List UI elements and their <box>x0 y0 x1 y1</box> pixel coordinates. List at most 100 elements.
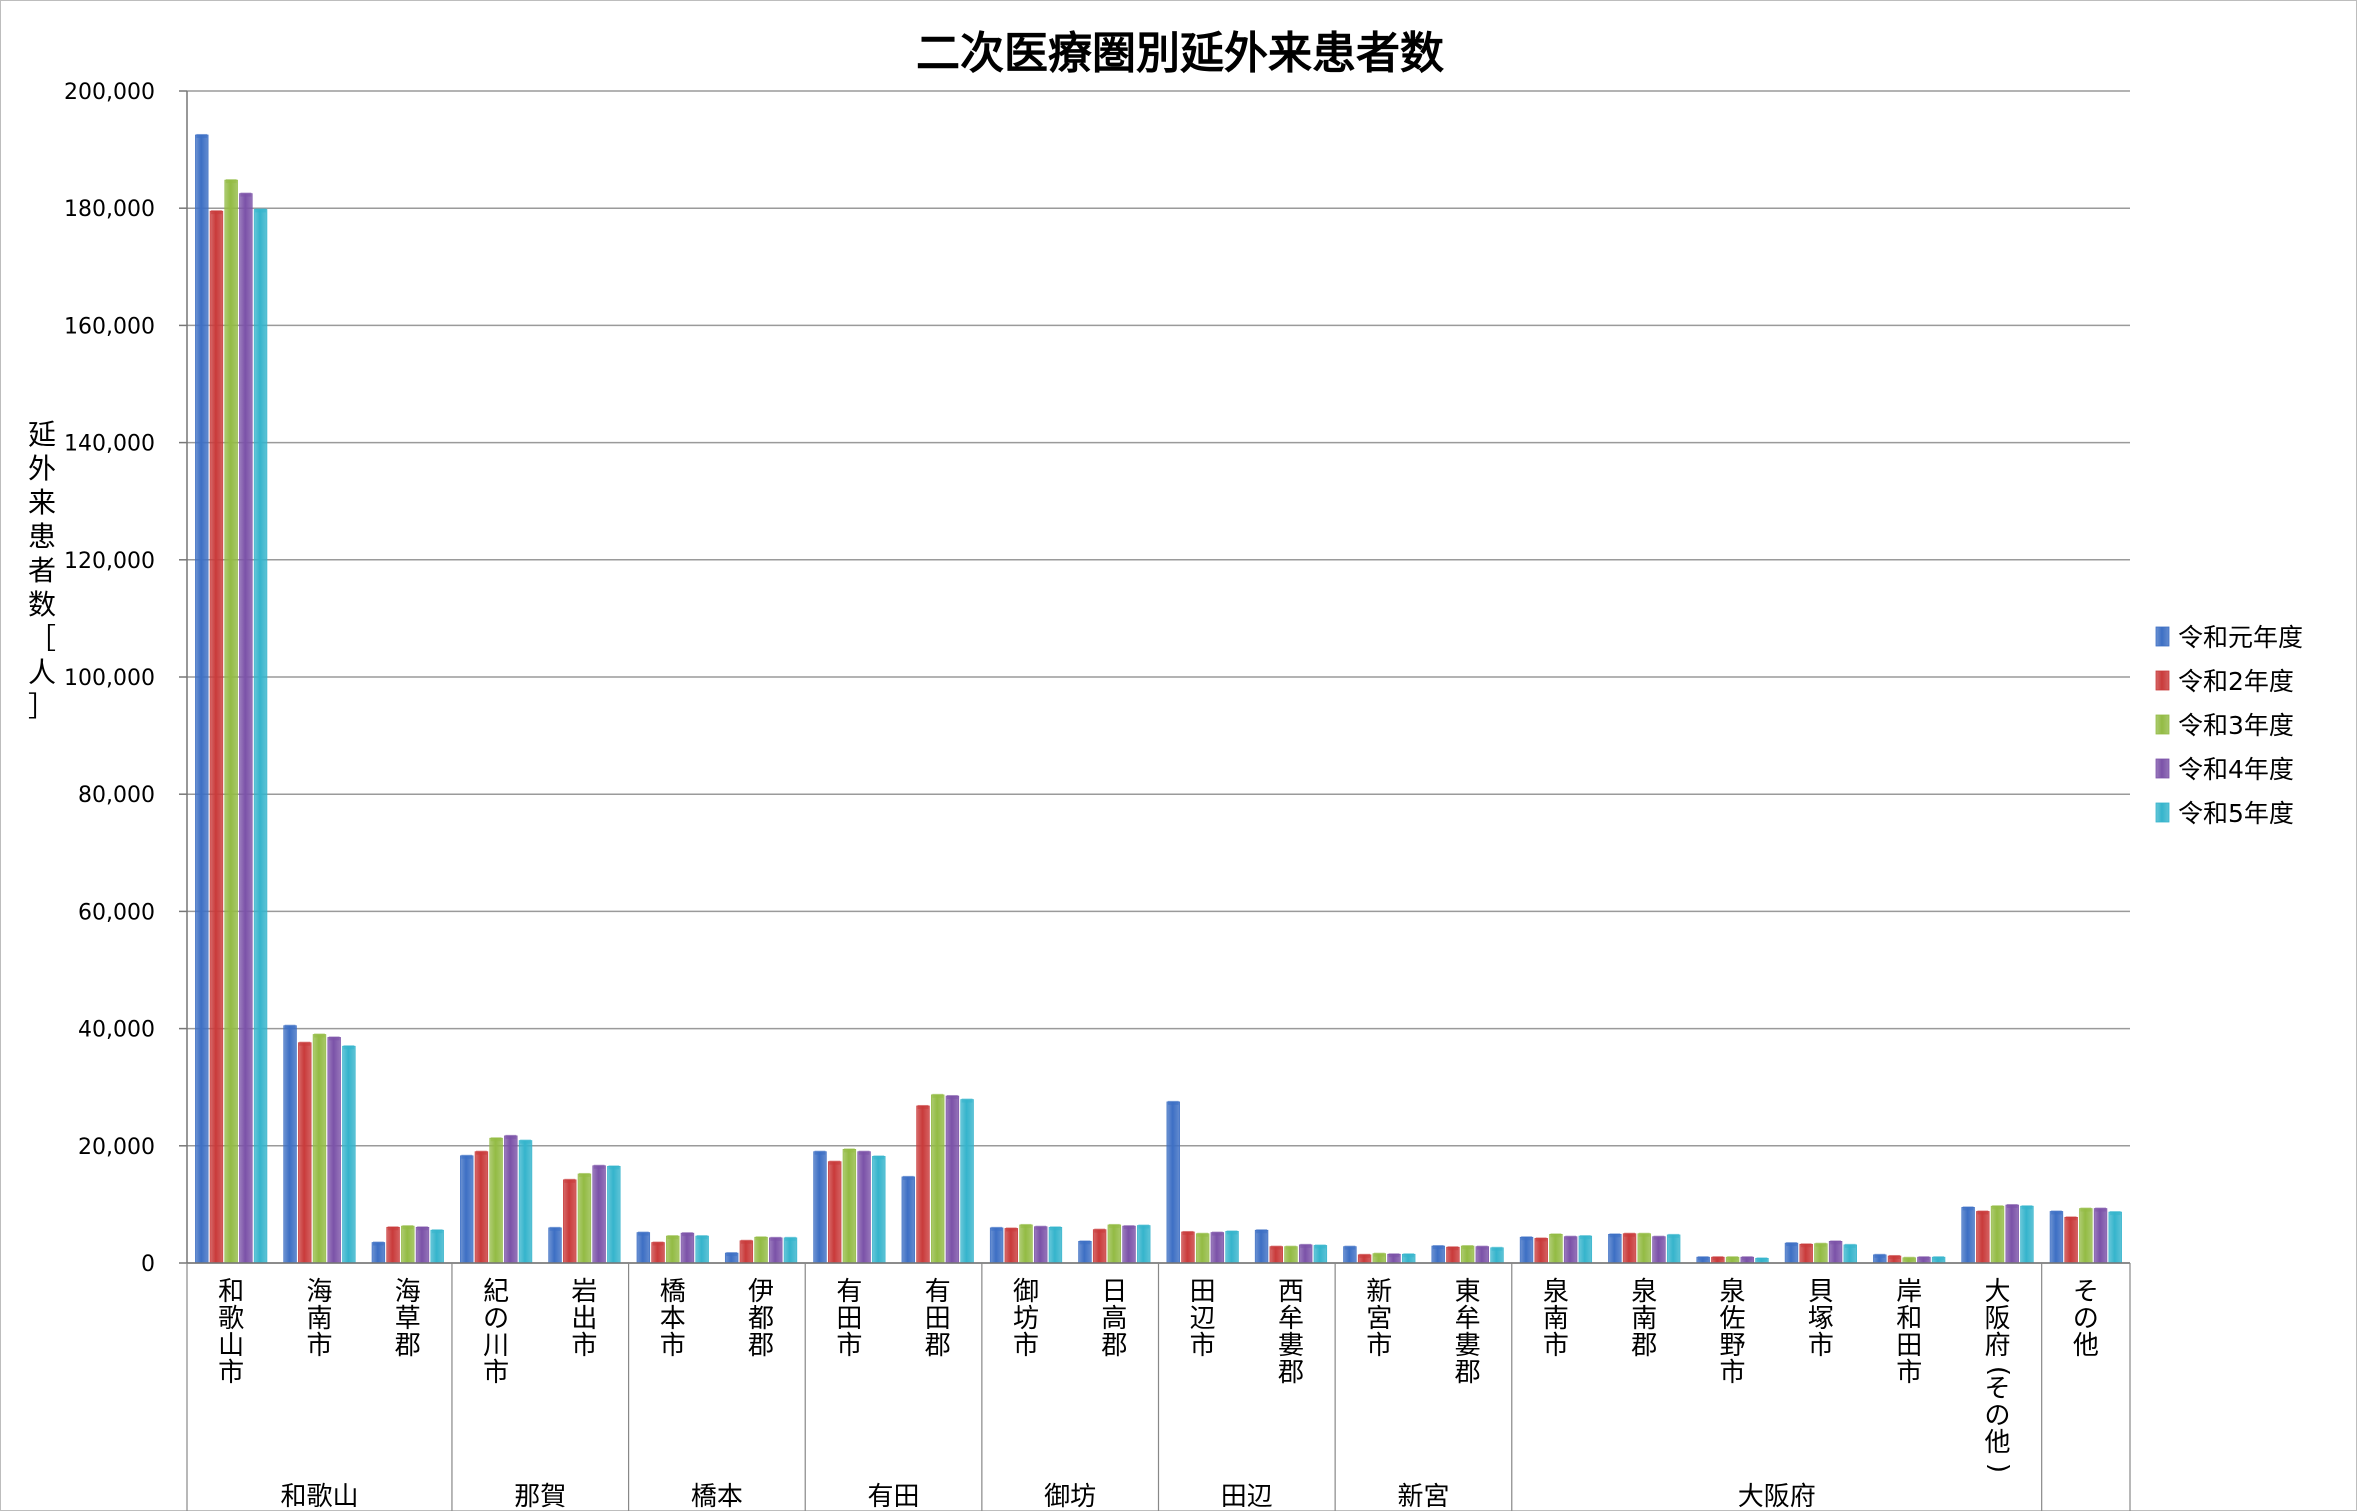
x-tick-label: 有 <box>925 1277 951 1307</box>
x-tick-label: 和 <box>1896 1304 1922 1334</box>
x-tick-label: 草 <box>395 1304 421 1334</box>
bar-cap <box>652 1241 664 1246</box>
bar-cap <box>1167 1100 1179 1105</box>
bar-cap <box>1182 1230 1194 1235</box>
bar-cap <box>1020 1223 1032 1228</box>
bar-cap <box>564 1178 576 1183</box>
x-tick-label: 塚 <box>1808 1304 1834 1334</box>
bar-cap <box>755 1236 767 1241</box>
legend-label: 令和3年度 <box>2178 711 2294 740</box>
bar-cap <box>225 179 237 184</box>
bar-cap <box>1830 1240 1841 1245</box>
x-tick-label: 大 <box>1985 1277 2011 1307</box>
bar-4-11 <box>1122 1225 1136 1264</box>
x-tick-label: 郡 <box>1101 1331 1127 1361</box>
bar-cap <box>1668 1233 1680 1238</box>
bar-5-8 <box>872 1156 886 1264</box>
bar-3-2 <box>312 1034 327 1264</box>
x-tick-label: 郡 <box>748 1331 774 1361</box>
bar-1-8 <box>813 1151 827 1264</box>
y-axis-label-char: 患 <box>28 520 56 553</box>
bar-cap <box>1226 1230 1238 1235</box>
bar-4-1 <box>239 193 253 1264</box>
x-tick-label: 市 <box>1808 1331 1834 1361</box>
group-label: 和歌山 <box>280 1482 358 1511</box>
bar-1-2 <box>283 1025 297 1264</box>
bar-cap <box>1344 1245 1356 1250</box>
bar-cap <box>1624 1232 1635 1237</box>
y-axis-label-char: 延 <box>28 418 56 451</box>
bar-cap <box>1889 1254 1900 1259</box>
bar-5-6 <box>695 1235 709 1264</box>
x-tick-label: 牟 <box>1455 1304 1481 1334</box>
group-label: 有田 <box>868 1482 920 1511</box>
x-tick-label: 高 <box>1101 1304 1127 1334</box>
x-tick-label: 市 <box>1896 1358 1922 1388</box>
bar-cap <box>1285 1245 1297 1250</box>
bar-5-12 <box>1225 1231 1239 1264</box>
bar-1-13 <box>1254 1229 1269 1264</box>
x-tick-label: 坊 <box>1013 1304 1039 1334</box>
bar-cap <box>1447 1246 1459 1251</box>
group-label: 那賀 <box>514 1482 566 1511</box>
bar-cap <box>770 1236 782 1241</box>
bar-cap <box>1211 1231 1223 1236</box>
bar-cap <box>1094 1228 1106 1233</box>
bar-5-7 <box>783 1237 798 1264</box>
x-tick-label: 泉 <box>1720 1277 1746 1307</box>
bar-4-17 <box>1652 1236 1666 1264</box>
bar-3-6 <box>666 1235 680 1264</box>
x-tick-label: 市 <box>1013 1331 1039 1361</box>
y-tick-label: 40,000 <box>78 1018 155 1043</box>
x-tick-label: 田 <box>1190 1277 1216 1307</box>
y-axis-label-char: 人 <box>28 656 56 689</box>
x-tick-label: 市 <box>571 1331 597 1361</box>
bar-cap <box>2065 1216 2077 1221</box>
bar-cap <box>387 1226 399 1231</box>
x-tick-label: 南 <box>1631 1304 1657 1334</box>
bar-4-9 <box>945 1095 960 1264</box>
bar-cap <box>1653 1235 1665 1240</box>
bar-4-7 <box>769 1237 783 1264</box>
bar-cap <box>608 1165 620 1170</box>
bar-cap <box>682 1232 693 1237</box>
bar-cap <box>520 1139 531 1144</box>
y-tick-label: 60,000 <box>78 900 155 925</box>
x-tick-label: 海 <box>395 1277 421 1307</box>
x-tick-label: 南 <box>306 1304 332 1334</box>
bar-cap <box>1256 1229 1267 1234</box>
bar-cap <box>1800 1243 1812 1248</box>
bar-5-22 <box>2108 1211 2122 1264</box>
bar-cap <box>314 1033 325 1038</box>
x-tick-label: 市 <box>836 1331 862 1361</box>
x-tick-label: 府 <box>1985 1331 2011 1361</box>
bar-5-21 <box>2020 1205 2034 1264</box>
legend-swatch <box>2155 802 2170 823</box>
bar-cap <box>1005 1227 1017 1232</box>
chart-title: 二次医療圏別延外来患者数 <box>916 28 1444 79</box>
x-tick-label: 市 <box>1543 1331 1569 1361</box>
x-tick-label: 市 <box>660 1331 686 1361</box>
x-tick-label: 和 <box>218 1277 244 1307</box>
bar-4-5 <box>592 1165 606 1264</box>
x-tick-label: 辺 <box>1190 1304 1216 1334</box>
bar-cap <box>417 1226 428 1231</box>
bar-1-11 <box>1078 1241 1092 1264</box>
bar-cap <box>1270 1245 1282 1250</box>
bar-cap <box>1359 1253 1370 1258</box>
legend-swatch <box>2155 758 2170 779</box>
bar-cap <box>961 1098 973 1103</box>
bar-5-5 <box>607 1166 621 1264</box>
bar-cap <box>1977 1210 1989 1215</box>
bar-2-11 <box>1092 1229 1107 1264</box>
x-tick-label: 橋 <box>660 1277 686 1307</box>
x-tick-label: 都 <box>748 1304 774 1334</box>
bar-cap <box>1035 1225 1047 1230</box>
bar-cap <box>902 1175 914 1180</box>
x-tick-label: 市 <box>218 1358 244 1388</box>
x-tick-label: 郡 <box>395 1331 421 1361</box>
bar-cap <box>726 1252 738 1257</box>
x-tick-label: 紀 <box>483 1277 509 1307</box>
x-tick-label: 岸 <box>1896 1277 1922 1307</box>
